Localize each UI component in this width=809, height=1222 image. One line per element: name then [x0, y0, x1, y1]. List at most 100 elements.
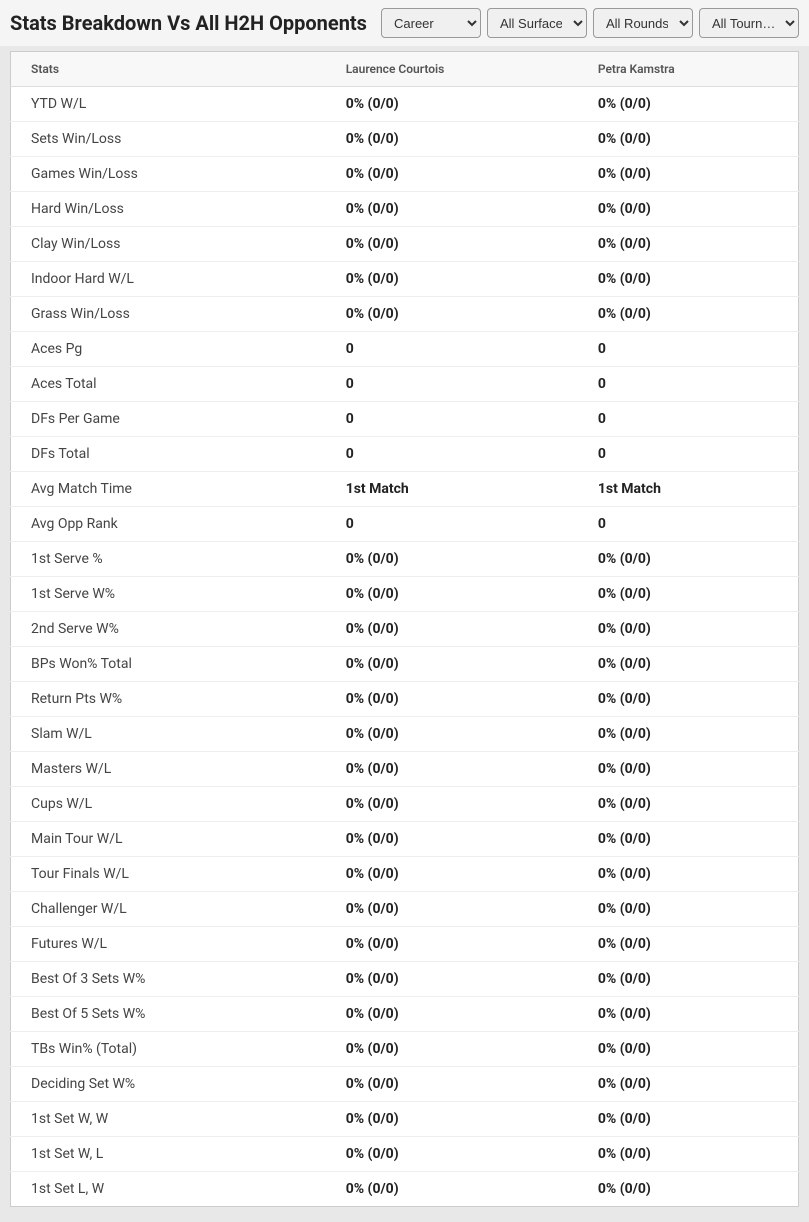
- player2-value: 0% (0/0): [578, 1102, 799, 1137]
- stat-label: Sets Win/Loss: [11, 122, 326, 157]
- player1-value: 0% (0/0): [326, 787, 578, 822]
- player1-value: 0: [326, 332, 578, 367]
- player1-value: 0: [326, 437, 578, 472]
- table-row: 1st Serve %0% (0/0)0% (0/0): [11, 542, 799, 577]
- player1-value: 0: [326, 507, 578, 542]
- player1-value: 0% (0/0): [326, 192, 578, 227]
- stat-label: YTD W/L: [11, 87, 326, 122]
- stat-label: BPs Won% Total: [11, 647, 326, 682]
- player1-value: 0% (0/0): [326, 717, 578, 752]
- player2-value: 0% (0/0): [578, 682, 799, 717]
- player1-value: 0% (0/0): [326, 577, 578, 612]
- table-row: 1st Set W, L0% (0/0)0% (0/0): [11, 1137, 799, 1172]
- stat-label: Grass Win/Loss: [11, 297, 326, 332]
- table-row: Challenger W/L0% (0/0)0% (0/0): [11, 892, 799, 927]
- player2-value: 0% (0/0): [578, 122, 799, 157]
- stat-label: TBs Win% (Total): [11, 1032, 326, 1067]
- player1-value: 0% (0/0): [326, 752, 578, 787]
- player2-value: 0: [578, 507, 799, 542]
- player2-value: 0% (0/0): [578, 717, 799, 752]
- table-row: 1st Set W, W0% (0/0)0% (0/0): [11, 1102, 799, 1137]
- stat-label: Avg Match Time: [11, 472, 326, 507]
- table-row: 1st Serve W%0% (0/0)0% (0/0): [11, 577, 799, 612]
- filter-group: Career All Surfaces All Rounds All Tourn…: [381, 8, 799, 38]
- table-row: Aces Total00: [11, 367, 799, 402]
- player2-value: 1st Match: [578, 472, 799, 507]
- stat-label: 2nd Serve W%: [11, 612, 326, 647]
- player2-value: 0% (0/0): [578, 577, 799, 612]
- table-row: Games Win/Loss0% (0/0)0% (0/0): [11, 157, 799, 192]
- player1-value: 0% (0/0): [326, 1172, 578, 1207]
- player1-value: 0% (0/0): [326, 1137, 578, 1172]
- player2-value: 0% (0/0): [578, 752, 799, 787]
- stat-label: 1st Set L, W: [11, 1172, 326, 1207]
- table-row: Masters W/L0% (0/0)0% (0/0): [11, 752, 799, 787]
- stat-label: Challenger W/L: [11, 892, 326, 927]
- table-header-row: Stats Laurence Courtois Petra Kamstra: [11, 52, 799, 87]
- table-row: TBs Win% (Total)0% (0/0)0% (0/0): [11, 1032, 799, 1067]
- player2-value: 0% (0/0): [578, 892, 799, 927]
- player1-value: 0: [326, 367, 578, 402]
- table-row: Aces Pg00: [11, 332, 799, 367]
- table-row: Grass Win/Loss0% (0/0)0% (0/0): [11, 297, 799, 332]
- table-row: Return Pts W%0% (0/0)0% (0/0): [11, 682, 799, 717]
- table-row: Slam W/L0% (0/0)0% (0/0): [11, 717, 799, 752]
- player2-value: 0% (0/0): [578, 542, 799, 577]
- player1-value: 0% (0/0): [326, 157, 578, 192]
- player1-value: 0% (0/0): [326, 1067, 578, 1102]
- tournaments-select[interactable]: All Tourn…: [699, 8, 799, 38]
- player2-value: 0: [578, 437, 799, 472]
- table-row: BPs Won% Total0% (0/0)0% (0/0): [11, 647, 799, 682]
- stat-label: Best Of 3 Sets W%: [11, 962, 326, 997]
- player1-value: 0% (0/0): [326, 927, 578, 962]
- table-row: Tour Finals W/L0% (0/0)0% (0/0): [11, 857, 799, 892]
- column-stats: Stats: [11, 52, 326, 87]
- player2-value: 0% (0/0): [578, 647, 799, 682]
- stat-label: Hard Win/Loss: [11, 192, 326, 227]
- table-row: Deciding Set W%0% (0/0)0% (0/0): [11, 1067, 799, 1102]
- player1-value: 0% (0/0): [326, 892, 578, 927]
- table-row: DFs Per Game00: [11, 402, 799, 437]
- table-row: Avg Match Time1st Match1st Match: [11, 472, 799, 507]
- table-row: 2nd Serve W%0% (0/0)0% (0/0): [11, 612, 799, 647]
- stat-label: Futures W/L: [11, 927, 326, 962]
- player1-value: 1st Match: [326, 472, 578, 507]
- player1-value: 0% (0/0): [326, 87, 578, 122]
- player2-value: 0% (0/0): [578, 1137, 799, 1172]
- player2-value: 0% (0/0): [578, 822, 799, 857]
- player1-value: 0% (0/0): [326, 682, 578, 717]
- stats-table: Stats Laurence Courtois Petra Kamstra YT…: [10, 51, 799, 1207]
- stat-label: Avg Opp Rank: [11, 507, 326, 542]
- stat-label: Indoor Hard W/L: [11, 262, 326, 297]
- stats-tbody: YTD W/L0% (0/0)0% (0/0)Sets Win/Loss0% (…: [11, 87, 799, 1207]
- table-row: Main Tour W/L0% (0/0)0% (0/0): [11, 822, 799, 857]
- player2-value: 0% (0/0): [578, 962, 799, 997]
- table-row: 1st Set L, W0% (0/0)0% (0/0): [11, 1172, 799, 1207]
- player2-value: 0% (0/0): [578, 997, 799, 1032]
- player2-value: 0% (0/0): [578, 1067, 799, 1102]
- table-row: Hard Win/Loss0% (0/0)0% (0/0): [11, 192, 799, 227]
- table-row: Sets Win/Loss0% (0/0)0% (0/0): [11, 122, 799, 157]
- stat-label: Aces Pg: [11, 332, 326, 367]
- player2-value: 0: [578, 367, 799, 402]
- player1-value: 0% (0/0): [326, 962, 578, 997]
- stat-label: 1st Serve %: [11, 542, 326, 577]
- table-row: Futures W/L0% (0/0)0% (0/0): [11, 927, 799, 962]
- stat-label: Games Win/Loss: [11, 157, 326, 192]
- player1-value: 0% (0/0): [326, 647, 578, 682]
- player2-value: 0% (0/0): [578, 612, 799, 647]
- player2-value: 0% (0/0): [578, 1172, 799, 1207]
- rounds-select[interactable]: All Rounds: [593, 8, 693, 38]
- player2-value: 0% (0/0): [578, 1032, 799, 1067]
- career-select[interactable]: Career: [381, 8, 481, 38]
- player1-value: 0% (0/0): [326, 612, 578, 647]
- player1-value: 0% (0/0): [326, 542, 578, 577]
- player2-value: 0% (0/0): [578, 262, 799, 297]
- table-row: Best Of 5 Sets W%0% (0/0)0% (0/0): [11, 997, 799, 1032]
- stat-label: 1st Set W, W: [11, 1102, 326, 1137]
- surfaces-select[interactable]: All Surfaces: [487, 8, 587, 38]
- stat-label: Deciding Set W%: [11, 1067, 326, 1102]
- table-container: Stats Laurence Courtois Petra Kamstra YT…: [0, 46, 809, 1222]
- player1-value: 0% (0/0): [326, 822, 578, 857]
- page-title: Stats Breakdown Vs All H2H Opponents: [10, 11, 367, 35]
